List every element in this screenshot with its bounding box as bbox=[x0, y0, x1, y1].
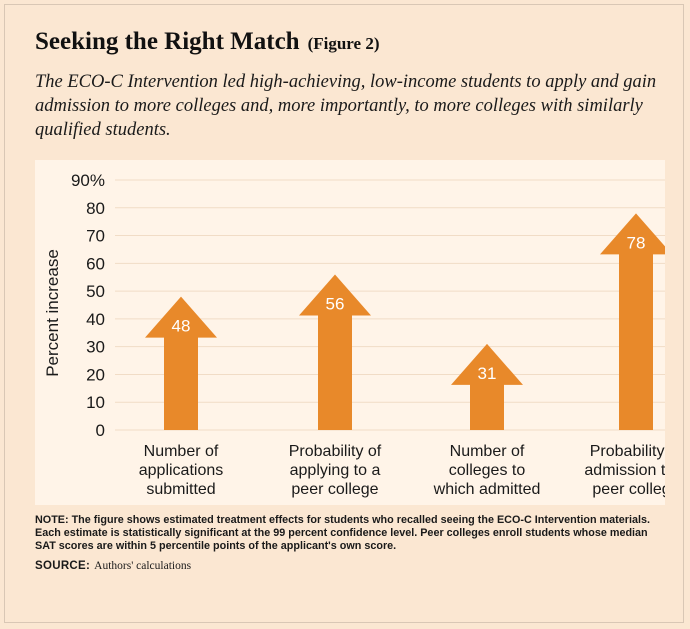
x-category-label-line: applying to a bbox=[290, 462, 381, 479]
y-tick-label: 0 bbox=[96, 421, 105, 440]
x-category-label-line: Number of bbox=[144, 443, 219, 460]
x-category-label: Number of applications submitted bbox=[139, 443, 224, 498]
x-category-label: Number of colleges to which admitted bbox=[433, 443, 541, 498]
arrow-bar-chart: 0 10 20 30 40 50 60 70 80 90% Percent increase 48 Nu… bbox=[43, 171, 688, 498]
y-tick-label: 70 bbox=[86, 227, 105, 246]
x-category-label-line: submitted bbox=[146, 481, 215, 498]
y-tick-label: 10 bbox=[86, 393, 105, 412]
chart-subtitle: The ECO-C Intervention led high-achievin… bbox=[35, 72, 657, 140]
arrow-bar bbox=[299, 274, 371, 430]
x-category-label-line: Number of bbox=[450, 443, 525, 460]
title-text: Seeking the Right Match bbox=[35, 28, 300, 55]
data-label: 48 bbox=[172, 317, 191, 336]
plot-area: 0 10 20 30 40 50 60 70 80 90% Percent increase 48 Nu… bbox=[35, 160, 688, 505]
y-tick-label: 80 bbox=[86, 199, 105, 218]
y-axis-label: Percent increase bbox=[43, 249, 62, 377]
data-label: 31 bbox=[478, 364, 497, 383]
y-tick-label: 30 bbox=[86, 338, 105, 357]
x-category-label-line: colleges to bbox=[449, 462, 526, 479]
chart-note: NOTE: The figure shows estimated treatme… bbox=[35, 514, 650, 552]
x-category-label-line: applications bbox=[139, 462, 224, 479]
x-category-label-line: peer college bbox=[592, 481, 665, 498]
arrow-bar bbox=[145, 296, 217, 430]
source-text: Authors' calculations bbox=[94, 560, 192, 572]
x-category-label-line: Probability of bbox=[590, 443, 665, 460]
x-category-label: Probability of admission to a peer college bbox=[584, 443, 665, 498]
x-category-label: Probability of applying to a peer college bbox=[289, 443, 382, 498]
data-label: 78 bbox=[627, 233, 646, 252]
source-label: SOURCE: bbox=[35, 560, 91, 572]
y-tick-label: 60 bbox=[86, 254, 105, 273]
arrow-bar bbox=[451, 343, 523, 430]
y-tick-label: 20 bbox=[86, 365, 105, 384]
y-tick-label: 50 bbox=[86, 282, 105, 301]
x-category-label-line: which admitted bbox=[433, 481, 541, 498]
chart-source: SOURCE: Authors' calculations bbox=[35, 560, 191, 572]
x-category-label-line: Probability of bbox=[289, 443, 382, 460]
figure-frame bbox=[4, 4, 684, 623]
x-category-label-line: admission to a bbox=[584, 462, 665, 479]
y-tick-label: 90% bbox=[71, 171, 105, 190]
chart-title: Seeking the Right Match (Figure 2) bbox=[35, 28, 380, 56]
data-label: 56 bbox=[326, 294, 345, 313]
x-category-label-line: peer college bbox=[291, 481, 378, 498]
y-tick-label: 40 bbox=[86, 310, 105, 329]
figure-label: (Figure 2) bbox=[307, 34, 380, 53]
arrow-bar bbox=[600, 213, 672, 430]
